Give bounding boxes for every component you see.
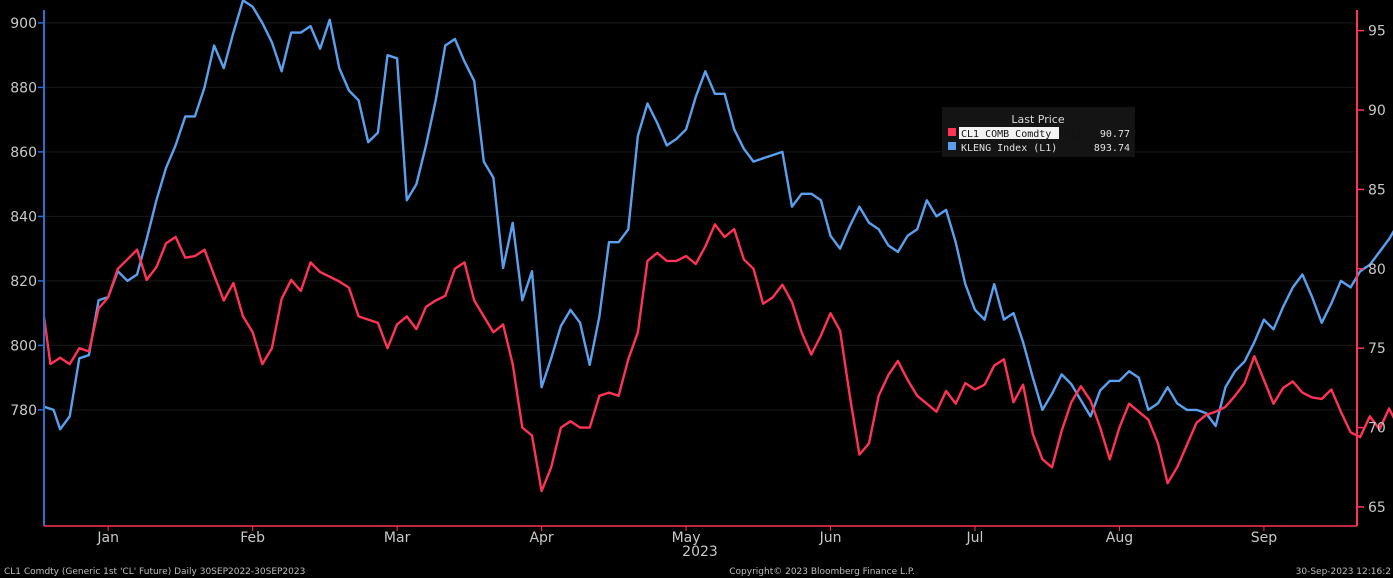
x-tick-label: Jun (819, 530, 842, 546)
legend-swatch-kleng (948, 142, 956, 150)
legend: Last Price CL1 COMB Comdty (R1) 90.77 KL… (942, 107, 1135, 157)
left-tick-label: 880 (10, 80, 37, 96)
legend-value-cl1: 90.77 (1100, 129, 1130, 140)
left-tick-label: 900 (10, 16, 37, 32)
left-axis-ticks: 780 800 820 840 860 880 900 (10, 16, 44, 419)
legend-swatch-cl1 (948, 128, 956, 136)
legend-label-cl1: CL1 COMB Comdty (R1) (961, 129, 1081, 140)
series-line-cl1 (42, 223, 1393, 493)
series-layer (42, 0, 1393, 493)
x-tick-label: Feb (240, 530, 265, 546)
x-tick-label: May (672, 530, 701, 546)
footer-right: 30-Sep-2023 12:16:2 (1296, 567, 1391, 577)
x-axis-month-labels: Jan Feb Mar Apr May Jun Jul Aug Sep (96, 526, 1277, 546)
x-tick-label: Sep (1251, 530, 1278, 546)
footer-center: Copyright© 2023 Bloomberg Finance L.P. (729, 567, 914, 577)
legend-title: Last Price (1011, 113, 1064, 126)
right-tick-label: 80 (1368, 262, 1386, 278)
footer-left: CL1 Comdty (Generic 1st 'CL' Future) Dai… (4, 567, 305, 577)
legend-label-highlight (959, 127, 1059, 139)
legend-label-kleng: KLENG Index (L1) (961, 143, 1057, 154)
x-tick-label: Apr (529, 530, 553, 546)
right-tick-label: 85 (1368, 182, 1386, 198)
left-tick-label: 800 (10, 338, 37, 354)
x-tick-label: Jul (966, 530, 984, 546)
legend-value-kleng: 893.74 (1094, 143, 1130, 154)
left-tick-label: 840 (10, 209, 37, 225)
right-tick-label: 75 (1368, 341, 1386, 357)
left-tick-label: 780 (10, 403, 37, 419)
series-line-kleng (43, 0, 1393, 431)
x-tick-label: Mar (384, 530, 411, 546)
right-tick-label: 65 (1368, 500, 1386, 516)
right-tick-label: 90 (1368, 103, 1386, 119)
x-tick-label: Aug (1106, 530, 1133, 546)
right-tick-label: 70 (1368, 421, 1386, 437)
right-tick-label: 95 (1368, 24, 1386, 40)
x-axis-year-label: 2023 (682, 544, 718, 560)
x-tick-label: Jan (96, 530, 119, 546)
left-tick-label: 860 (10, 145, 37, 161)
left-tick-label: 820 (10, 274, 37, 290)
right-axis-ticks: 65 70 75 80 85 90 95 (1357, 24, 1386, 516)
